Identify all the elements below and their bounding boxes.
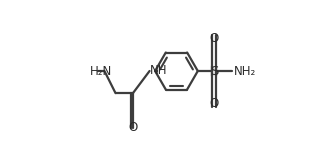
Text: O: O [128, 121, 138, 134]
Text: S: S [210, 65, 218, 77]
Text: H₂N: H₂N [89, 65, 112, 77]
Text: NH: NH [150, 64, 168, 77]
Text: O: O [209, 32, 218, 45]
Text: NH₂: NH₂ [233, 65, 256, 77]
Text: O: O [209, 97, 218, 110]
